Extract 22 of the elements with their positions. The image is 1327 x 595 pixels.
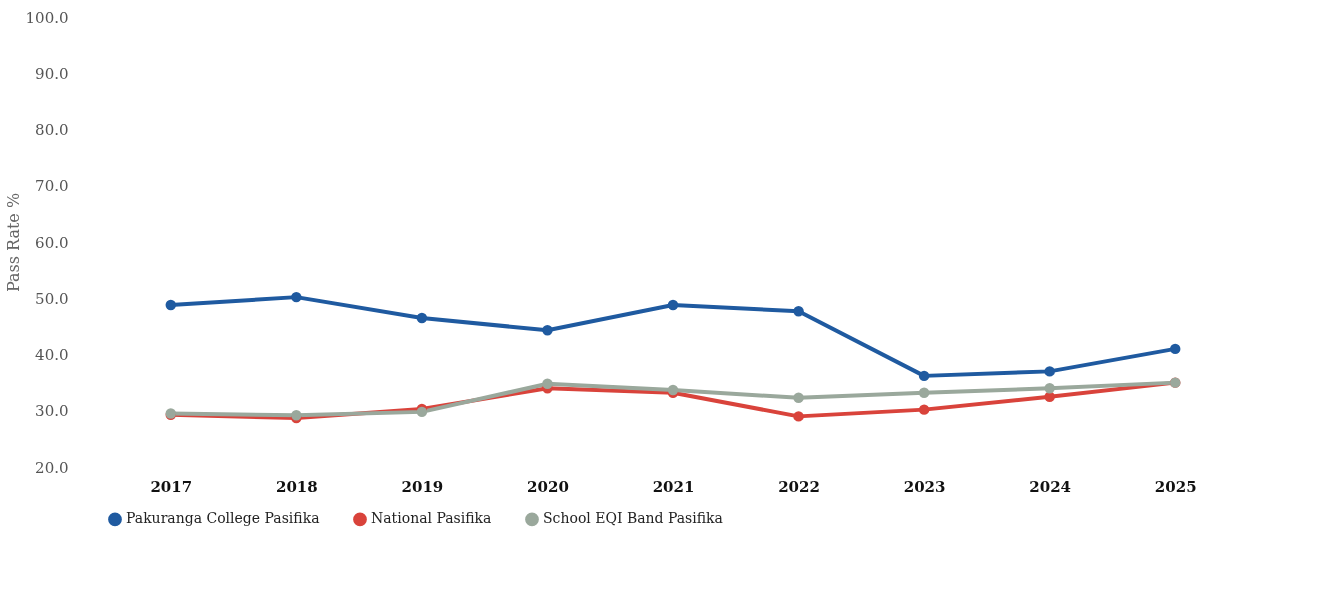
y-tick-label: 90.0 bbox=[35, 64, 69, 83]
x-tick-label: 2019 bbox=[401, 477, 444, 496]
y-tick-label: 40.0 bbox=[35, 346, 69, 364]
y-tick-label: 60.0 bbox=[35, 233, 69, 252]
y-tick-label: 20.0 bbox=[35, 458, 69, 477]
x-tick-label: 2025 bbox=[1154, 477, 1197, 496]
x-tick-label: 2017 bbox=[150, 477, 193, 496]
y-tick-label: 50.0 bbox=[35, 289, 69, 308]
legend-label: National Pasifika bbox=[371, 510, 492, 527]
y-axis-title: Pass Rate % bbox=[3, 192, 23, 293]
x-tick-label: 2020 bbox=[527, 477, 569, 496]
y-tick-label: 70.0 bbox=[35, 177, 69, 196]
legend-label: School EQI Band Pasifika bbox=[543, 510, 723, 527]
x-tick-label: 2023 bbox=[903, 477, 946, 496]
x-tick-label: 2024 bbox=[1029, 477, 1072, 496]
x-tick-label: 2018 bbox=[275, 477, 318, 496]
y-tick-label: 80.0 bbox=[35, 121, 69, 139]
y-tick-label: 100.0 bbox=[25, 8, 69, 27]
y-tick-label: 30.0 bbox=[35, 402, 69, 421]
x-tick-label: 2021 bbox=[652, 477, 695, 496]
legend-label: Pakuranga College Pasifika bbox=[126, 510, 320, 527]
x-tick-label: 2022 bbox=[778, 477, 820, 496]
